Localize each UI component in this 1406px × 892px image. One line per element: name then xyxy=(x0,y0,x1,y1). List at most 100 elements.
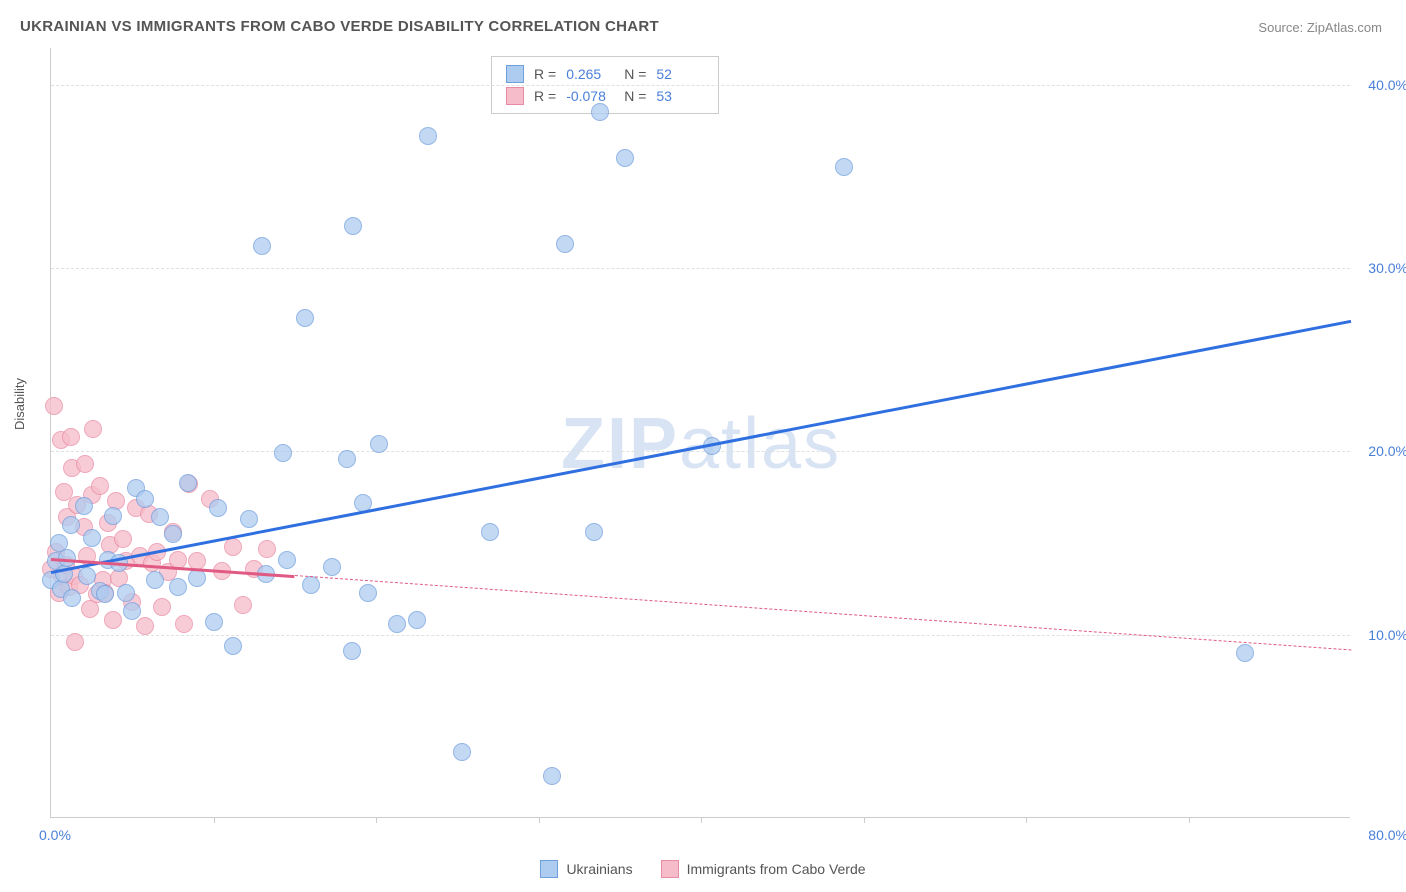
chart-container: UKRAINIAN VS IMMIGRANTS FROM CABO VERDE … xyxy=(0,0,1406,892)
chart-title: UKRAINIAN VS IMMIGRANTS FROM CABO VERDE … xyxy=(20,18,659,35)
scatter-point xyxy=(63,589,81,607)
scatter-point xyxy=(164,525,182,543)
scatter-point xyxy=(224,637,242,655)
scatter-point xyxy=(278,551,296,569)
y-axis-label: Disability xyxy=(12,378,27,430)
scatter-point xyxy=(96,585,114,603)
legend-label-2: Immigrants from Cabo Verde xyxy=(687,861,866,877)
scatter-point xyxy=(136,490,154,508)
stats-r-value-2: -0.078 xyxy=(566,88,614,104)
source-credit: Source: ZipAtlas.com xyxy=(1258,20,1382,35)
scatter-point xyxy=(258,540,276,558)
gridline-h xyxy=(51,268,1350,269)
scatter-point xyxy=(343,642,361,660)
legend-swatch-2 xyxy=(661,860,679,878)
scatter-point xyxy=(543,767,561,785)
scatter-point xyxy=(169,578,187,596)
legend-swatch-1 xyxy=(540,860,558,878)
scatter-point xyxy=(338,450,356,468)
scatter-point xyxy=(123,602,141,620)
x-tick-mark xyxy=(539,817,540,823)
scatter-point xyxy=(104,611,122,629)
bottom-legend: Ukrainians Immigrants from Cabo Verde xyxy=(0,860,1406,878)
stats-swatch-1 xyxy=(506,65,524,83)
scatter-point xyxy=(117,584,135,602)
y-tick-label: 40.0% xyxy=(1368,77,1406,93)
scatter-point xyxy=(75,497,93,515)
legend-item-2: Immigrants from Cabo Verde xyxy=(661,860,866,878)
x-tick-mark xyxy=(376,817,377,823)
x-tick-mark xyxy=(1189,817,1190,823)
stats-n-value-1: 52 xyxy=(656,66,704,82)
scatter-point xyxy=(234,596,252,614)
legend-label-1: Ukrainians xyxy=(566,861,632,877)
scatter-point xyxy=(274,444,292,462)
scatter-point xyxy=(66,633,84,651)
stats-n-label-2: N = xyxy=(624,88,646,104)
scatter-point xyxy=(209,499,227,517)
scatter-point xyxy=(296,309,314,327)
scatter-point xyxy=(556,235,574,253)
scatter-point xyxy=(153,598,171,616)
trendline xyxy=(51,319,1351,573)
x-tick-mark xyxy=(701,817,702,823)
x-tick-label-max: 80.0% xyxy=(1368,827,1406,843)
scatter-point xyxy=(344,217,362,235)
y-tick-label: 20.0% xyxy=(1368,443,1406,459)
watermark: ZIPatlas xyxy=(561,403,841,485)
x-tick-mark xyxy=(214,817,215,823)
scatter-point xyxy=(302,576,320,594)
source-value: ZipAtlas.com xyxy=(1307,20,1382,35)
scatter-point xyxy=(84,420,102,438)
scatter-point xyxy=(1236,644,1254,662)
scatter-point xyxy=(616,149,634,167)
scatter-point xyxy=(419,127,437,145)
stats-n-value-2: 53 xyxy=(656,88,704,104)
watermark-zip: ZIP xyxy=(561,404,679,484)
scatter-point xyxy=(91,477,109,495)
scatter-point xyxy=(62,516,80,534)
scatter-point xyxy=(179,474,197,492)
stats-row-1: R = 0.265 N = 52 xyxy=(506,63,704,85)
plot-area: ZIPatlas R = 0.265 N = 52 R = -0.078 N =… xyxy=(50,48,1350,818)
scatter-point xyxy=(835,158,853,176)
scatter-point xyxy=(359,584,377,602)
scatter-point xyxy=(114,530,132,548)
scatter-point xyxy=(151,508,169,526)
stats-r-label-1: R = xyxy=(534,66,556,82)
source-label: Source: xyxy=(1258,20,1303,35)
stats-r-label-2: R = xyxy=(534,88,556,104)
legend-item-1: Ukrainians xyxy=(540,860,632,878)
stats-n-label-1: N = xyxy=(624,66,646,82)
gridline-h xyxy=(51,451,1350,452)
scatter-point xyxy=(76,455,94,473)
stats-swatch-2 xyxy=(506,87,524,105)
x-tick-mark xyxy=(864,817,865,823)
scatter-point xyxy=(591,103,609,121)
scatter-point xyxy=(62,428,80,446)
y-tick-label: 30.0% xyxy=(1368,260,1406,276)
scatter-point xyxy=(45,397,63,415)
scatter-point xyxy=(58,549,76,567)
scatter-point xyxy=(388,615,406,633)
scatter-point xyxy=(253,237,271,255)
scatter-point xyxy=(175,615,193,633)
scatter-point xyxy=(240,510,258,528)
scatter-point xyxy=(481,523,499,541)
gridline-h xyxy=(51,85,1350,86)
x-tick-label-min: 0.0% xyxy=(39,827,71,843)
stats-r-value-1: 0.265 xyxy=(566,66,614,82)
scatter-point xyxy=(224,538,242,556)
scatter-point xyxy=(453,743,471,761)
x-tick-mark xyxy=(1026,817,1027,823)
scatter-point xyxy=(188,569,206,587)
scatter-point xyxy=(146,571,164,589)
scatter-point xyxy=(104,507,122,525)
scatter-point xyxy=(83,529,101,547)
scatter-point xyxy=(323,558,341,576)
scatter-point xyxy=(205,613,223,631)
y-tick-label: 10.0% xyxy=(1368,627,1406,643)
scatter-point xyxy=(585,523,603,541)
scatter-point xyxy=(136,617,154,635)
scatter-point xyxy=(78,567,96,585)
